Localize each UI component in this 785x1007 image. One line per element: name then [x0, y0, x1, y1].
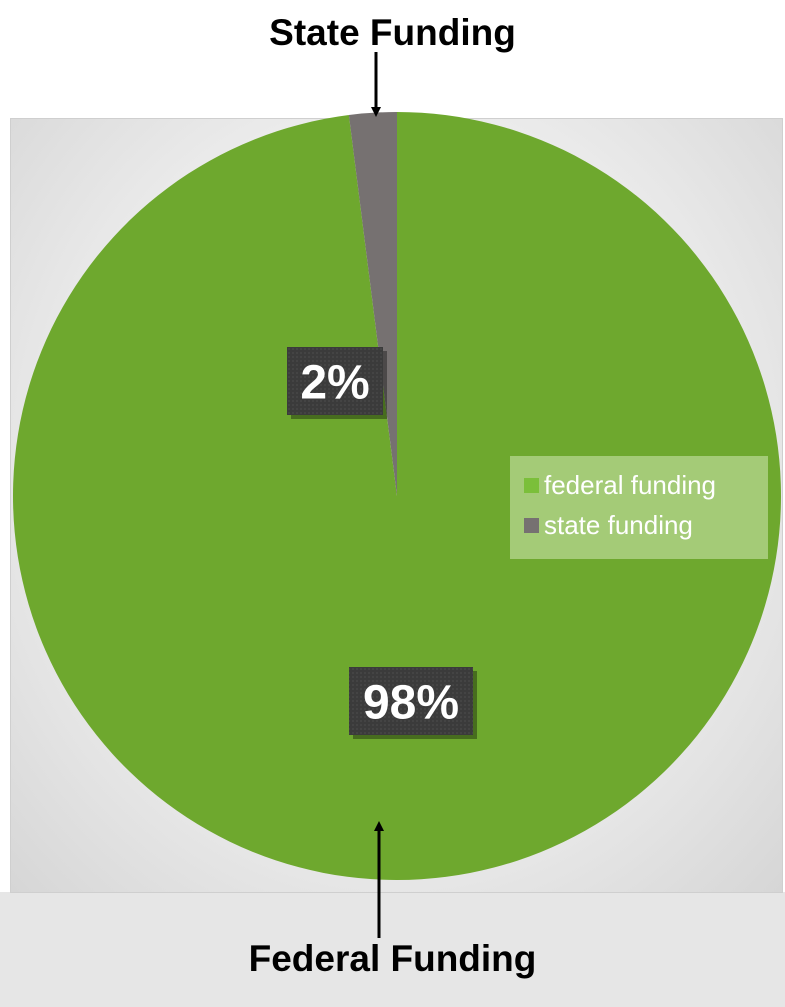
- legend: federal funding state funding: [510, 456, 768, 559]
- legend-swatch-state-funding: [524, 517, 539, 533]
- state-funding-callout: State Funding: [269, 12, 516, 53]
- legend-swatch-federal-funding: [524, 477, 539, 493]
- legend-item-federal-funding: federal funding: [524, 465, 768, 505]
- pie-slice-federal-funding: [12, 112, 782, 880]
- legend-item-state-funding: state funding: [524, 505, 768, 545]
- legend-label-state-funding: state funding: [544, 509, 693, 540]
- pie-slice-state-funding: [348, 112, 397, 496]
- bottom-band: [0, 892, 785, 1007]
- data-label-text: 98%: [363, 676, 459, 729]
- data-label-state-funding: 2%: [287, 347, 387, 419]
- data-label-text: 2%: [300, 356, 369, 409]
- federal-funding-callout: Federal Funding: [248, 938, 537, 979]
- legend-label-federal-funding: federal funding: [544, 469, 717, 500]
- data-label-federal-funding: 98%: [349, 667, 477, 739]
